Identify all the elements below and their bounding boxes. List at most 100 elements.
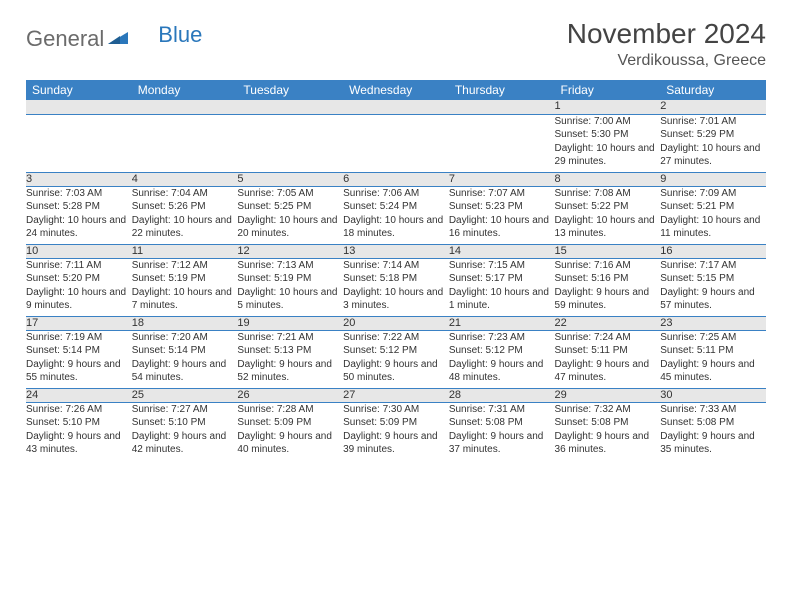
sunset-line: Sunset: 5:25 PM bbox=[237, 200, 343, 214]
day-number-cell: 3 bbox=[26, 172, 132, 186]
sunrise-line: Sunrise: 7:13 AM bbox=[237, 259, 343, 273]
day-info-cell: Sunrise: 7:30 AMSunset: 5:09 PMDaylight:… bbox=[343, 402, 449, 460]
daylight-line: Daylight: 10 hours and 20 minutes. bbox=[237, 214, 343, 241]
day-number-cell: 8 bbox=[555, 172, 661, 186]
day-number-cell: 6 bbox=[343, 172, 449, 186]
weekday-header-row: Sunday Monday Tuesday Wednesday Thursday… bbox=[26, 80, 766, 100]
day-info-cell: Sunrise: 7:19 AMSunset: 5:14 PMDaylight:… bbox=[26, 330, 132, 388]
day-info-cell: Sunrise: 7:01 AMSunset: 5:29 PMDaylight:… bbox=[660, 114, 766, 172]
daylight-line: Daylight: 9 hours and 57 minutes. bbox=[660, 286, 766, 313]
day-info-cell: Sunrise: 7:14 AMSunset: 5:18 PMDaylight:… bbox=[343, 258, 449, 316]
day-number-cell: 18 bbox=[132, 316, 238, 330]
sunrise-line: Sunrise: 7:17 AM bbox=[660, 259, 766, 273]
sunset-line: Sunset: 5:18 PM bbox=[343, 272, 449, 286]
day-info-row: Sunrise: 7:26 AMSunset: 5:10 PMDaylight:… bbox=[26, 402, 766, 460]
sunrise-line: Sunrise: 7:14 AM bbox=[343, 259, 449, 273]
day-info-cell: Sunrise: 7:27 AMSunset: 5:10 PMDaylight:… bbox=[132, 402, 238, 460]
day-number-cell: 17 bbox=[26, 316, 132, 330]
sunset-line: Sunset: 5:13 PM bbox=[237, 344, 343, 358]
day-number-cell: 20 bbox=[343, 316, 449, 330]
day-number-cell: 10 bbox=[26, 244, 132, 258]
day-info-cell: Sunrise: 7:08 AMSunset: 5:22 PMDaylight:… bbox=[555, 186, 661, 244]
sunset-line: Sunset: 5:19 PM bbox=[132, 272, 238, 286]
day-info-cell: Sunrise: 7:04 AMSunset: 5:26 PMDaylight:… bbox=[132, 186, 238, 244]
sunrise-line: Sunrise: 7:20 AM bbox=[132, 331, 238, 345]
day-number-cell: 1 bbox=[555, 100, 661, 114]
day-number-cell: 25 bbox=[132, 388, 238, 402]
day-info-cell bbox=[343, 114, 449, 172]
daylight-line: Daylight: 10 hours and 5 minutes. bbox=[237, 286, 343, 313]
day-number-cell: 16 bbox=[660, 244, 766, 258]
sunset-line: Sunset: 5:08 PM bbox=[449, 416, 555, 430]
sunrise-line: Sunrise: 7:03 AM bbox=[26, 187, 132, 201]
daylight-line: Daylight: 9 hours and 42 minutes. bbox=[132, 430, 238, 457]
daylight-line: Daylight: 9 hours and 52 minutes. bbox=[237, 358, 343, 385]
daylight-line: Daylight: 9 hours and 35 minutes. bbox=[660, 430, 766, 457]
sunrise-line: Sunrise: 7:05 AM bbox=[237, 187, 343, 201]
sunset-line: Sunset: 5:29 PM bbox=[660, 128, 766, 142]
sunrise-line: Sunrise: 7:11 AM bbox=[26, 259, 132, 273]
sunrise-line: Sunrise: 7:07 AM bbox=[449, 187, 555, 201]
calendar-table: Sunday Monday Tuesday Wednesday Thursday… bbox=[26, 80, 766, 460]
day-info-cell: Sunrise: 7:12 AMSunset: 5:19 PMDaylight:… bbox=[132, 258, 238, 316]
day-number-row: 17181920212223 bbox=[26, 316, 766, 330]
sunset-line: Sunset: 5:23 PM bbox=[449, 200, 555, 214]
day-number-cell: 9 bbox=[660, 172, 766, 186]
day-info-cell: Sunrise: 7:03 AMSunset: 5:28 PMDaylight:… bbox=[26, 186, 132, 244]
daylight-line: Daylight: 9 hours and 55 minutes. bbox=[26, 358, 132, 385]
logo: General Blue bbox=[26, 18, 202, 52]
sunrise-line: Sunrise: 7:22 AM bbox=[343, 331, 449, 345]
page-header: General Blue November 2024 Verdikoussa, … bbox=[26, 18, 766, 70]
day-number-cell: 4 bbox=[132, 172, 238, 186]
day-info-cell: Sunrise: 7:25 AMSunset: 5:11 PMDaylight:… bbox=[660, 330, 766, 388]
daylight-line: Daylight: 10 hours and 29 minutes. bbox=[555, 142, 661, 169]
sunset-line: Sunset: 5:12 PM bbox=[449, 344, 555, 358]
sunset-line: Sunset: 5:08 PM bbox=[660, 416, 766, 430]
day-number-cell: 12 bbox=[237, 244, 343, 258]
sunset-line: Sunset: 5:10 PM bbox=[132, 416, 238, 430]
day-number-cell bbox=[237, 100, 343, 114]
weekday-header: Saturday bbox=[660, 80, 766, 100]
daylight-line: Daylight: 9 hours and 37 minutes. bbox=[449, 430, 555, 457]
day-info-cell bbox=[26, 114, 132, 172]
day-info-cell bbox=[449, 114, 555, 172]
day-info-cell bbox=[132, 114, 238, 172]
daylight-line: Daylight: 10 hours and 1 minute. bbox=[449, 286, 555, 313]
sunset-line: Sunset: 5:09 PM bbox=[237, 416, 343, 430]
sunrise-line: Sunrise: 7:12 AM bbox=[132, 259, 238, 273]
calendar-page: General Blue November 2024 Verdikoussa, … bbox=[0, 0, 792, 470]
sunset-line: Sunset: 5:24 PM bbox=[343, 200, 449, 214]
day-info-cell: Sunrise: 7:05 AMSunset: 5:25 PMDaylight:… bbox=[237, 186, 343, 244]
sunrise-line: Sunrise: 7:31 AM bbox=[449, 403, 555, 417]
sunset-line: Sunset: 5:26 PM bbox=[132, 200, 238, 214]
day-number-cell bbox=[449, 100, 555, 114]
day-number-row: 24252627282930 bbox=[26, 388, 766, 402]
sunrise-line: Sunrise: 7:06 AM bbox=[343, 187, 449, 201]
daylight-line: Daylight: 9 hours and 47 minutes. bbox=[555, 358, 661, 385]
day-number-cell bbox=[132, 100, 238, 114]
sunrise-line: Sunrise: 7:04 AM bbox=[132, 187, 238, 201]
logo-text-1: General bbox=[26, 26, 104, 52]
daylight-line: Daylight: 10 hours and 9 minutes. bbox=[26, 286, 132, 313]
sunrise-line: Sunrise: 7:21 AM bbox=[237, 331, 343, 345]
sunrise-line: Sunrise: 7:25 AM bbox=[660, 331, 766, 345]
daylight-line: Daylight: 10 hours and 27 minutes. bbox=[660, 142, 766, 169]
day-info-cell: Sunrise: 7:21 AMSunset: 5:13 PMDaylight:… bbox=[237, 330, 343, 388]
daylight-line: Daylight: 9 hours and 36 minutes. bbox=[555, 430, 661, 457]
day-info-row: Sunrise: 7:00 AMSunset: 5:30 PMDaylight:… bbox=[26, 114, 766, 172]
day-number-cell: 13 bbox=[343, 244, 449, 258]
sunset-line: Sunset: 5:10 PM bbox=[26, 416, 132, 430]
day-info-row: Sunrise: 7:03 AMSunset: 5:28 PMDaylight:… bbox=[26, 186, 766, 244]
day-number-cell: 11 bbox=[132, 244, 238, 258]
day-number-cell bbox=[26, 100, 132, 114]
logo-text-2: Blue bbox=[130, 22, 202, 48]
day-number-cell: 29 bbox=[555, 388, 661, 402]
day-info-cell: Sunrise: 7:16 AMSunset: 5:16 PMDaylight:… bbox=[555, 258, 661, 316]
sunset-line: Sunset: 5:14 PM bbox=[132, 344, 238, 358]
day-number-row: 10111213141516 bbox=[26, 244, 766, 258]
sunrise-line: Sunrise: 7:26 AM bbox=[26, 403, 132, 417]
sunset-line: Sunset: 5:16 PM bbox=[555, 272, 661, 286]
day-number-cell bbox=[343, 100, 449, 114]
day-number-cell: 23 bbox=[660, 316, 766, 330]
daylight-line: Daylight: 10 hours and 16 minutes. bbox=[449, 214, 555, 241]
